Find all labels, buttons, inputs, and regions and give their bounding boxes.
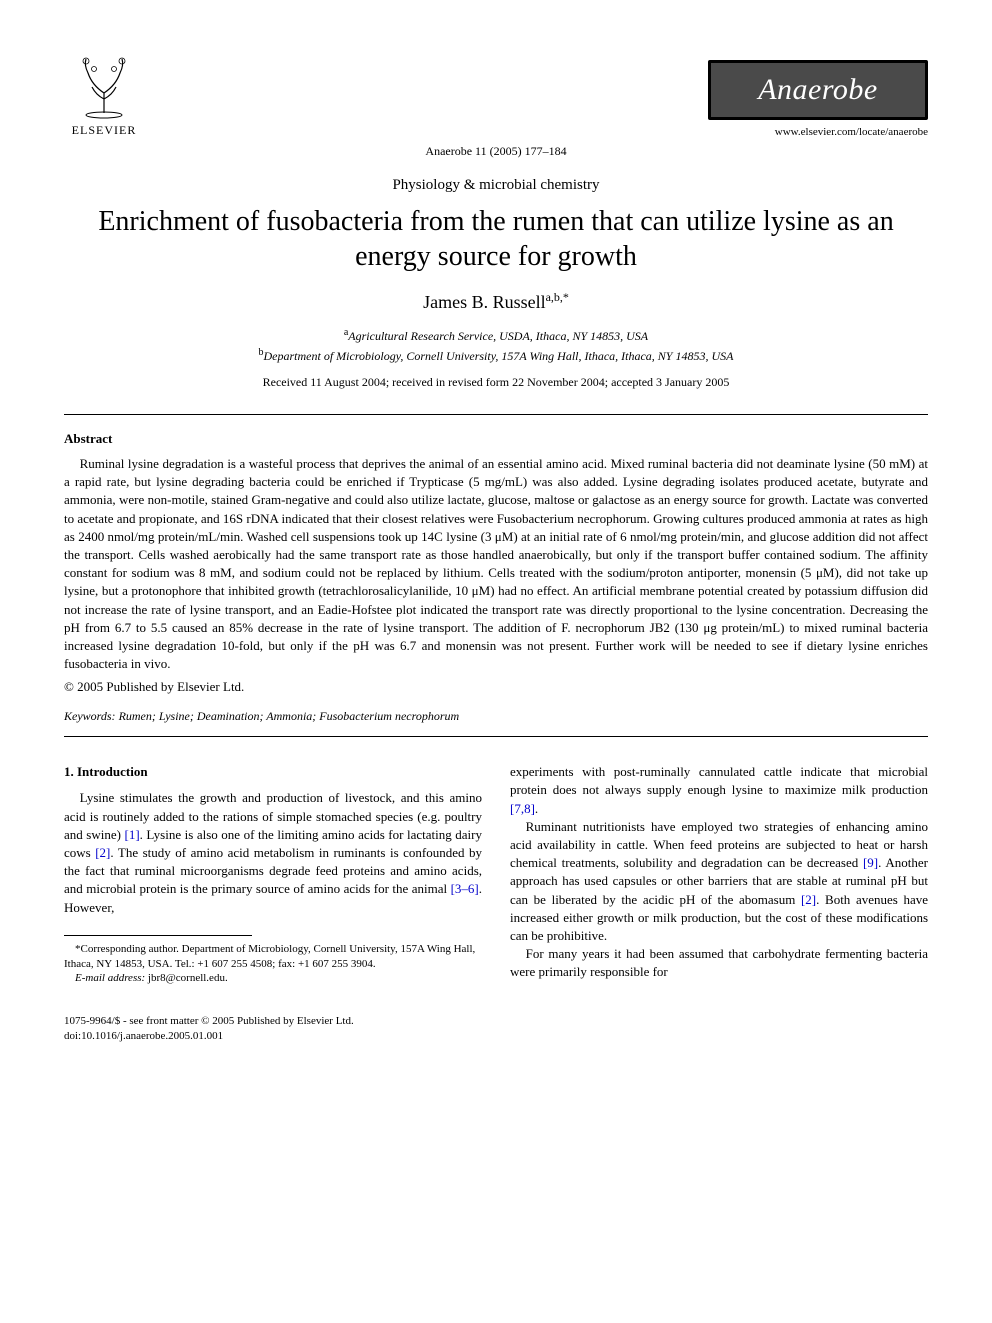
- ref-link-9[interactable]: [9]: [863, 855, 878, 870]
- publisher-name: ELSEVIER: [72, 123, 137, 138]
- keywords: Keywords: Rumen; Lysine; Deamination; Am…: [64, 709, 928, 724]
- affiliation-b: bDepartment of Microbiology, Cornell Uni…: [64, 345, 928, 365]
- ref-link-3-6[interactable]: [3–6]: [451, 881, 479, 896]
- page-footer: 1075-9964/$ - see front matter © 2005 Pu…: [64, 1014, 928, 1044]
- front-matter-line: 1075-9964/$ - see front matter © 2005 Pu…: [64, 1014, 928, 1029]
- affiliations: aAgricultural Research Service, USDA, It…: [64, 325, 928, 365]
- ref-link-2b[interactable]: [2]: [801, 892, 816, 907]
- article-dates: Received 11 August 2004; received in rev…: [64, 375, 928, 390]
- author-line: James B. Russella,b,*: [64, 290, 928, 313]
- header: ELSEVIER Anaerobe www.elsevier.com/locat…: [64, 48, 928, 138]
- ref-link-2[interactable]: [2]: [95, 845, 110, 860]
- citation: Anaerobe 11 (2005) 177–184: [64, 144, 928, 159]
- intro-para-1: Lysine stimulates the growth and product…: [64, 789, 482, 916]
- email-footnote: E-mail address: jbr8@cornell.edu.: [64, 971, 482, 986]
- intro-text: experiments with post-ruminally cannulat…: [510, 764, 928, 797]
- journal-logo-block: Anaerobe www.elsevier.com/locate/anaerob…: [708, 60, 928, 138]
- author-name: James B. Russell: [423, 292, 546, 312]
- body-columns: 1. Introduction Lysine stimulates the gr…: [64, 763, 928, 986]
- right-column: experiments with post-ruminally cannulat…: [510, 763, 928, 986]
- keywords-text: Rumen; Lysine; Deamination; Ammonia; Fus…: [116, 709, 460, 723]
- ref-link-1[interactable]: [1]: [124, 827, 139, 842]
- affil-text-b: Department of Microbiology, Cornell Univ…: [264, 349, 734, 363]
- section-label: Physiology & microbial chemistry: [64, 177, 928, 194]
- journal-url[interactable]: www.elsevier.com/locate/anaerobe: [775, 126, 928, 138]
- email-address[interactable]: jbr8@cornell.edu.: [145, 972, 228, 984]
- affiliation-a: aAgricultural Research Service, USDA, It…: [64, 325, 928, 345]
- intro-text: . The study of amino acid metabolism in …: [64, 845, 482, 896]
- author-affil-marks: a,b,*: [546, 290, 569, 304]
- intro-para-2: Ruminant nutritionists have employed two…: [510, 818, 928, 945]
- abstract-body: Ruminal lysine degradation is a wasteful…: [64, 455, 928, 673]
- intro-text: .: [535, 801, 538, 816]
- affil-text-a: Agricultural Research Service, USDA, Ith…: [348, 329, 648, 343]
- corresponding-footnote: *Corresponding author. Department of Mic…: [64, 942, 482, 972]
- intro-para-3: For many years it had been assumed that …: [510, 945, 928, 981]
- rule-top: [64, 414, 928, 415]
- email-label: E-mail address:: [75, 972, 145, 984]
- article-title: Enrichment of fusobacteria from the rume…: [64, 204, 928, 274]
- footnote-rule: [64, 935, 252, 936]
- elsevier-tree-icon: [74, 55, 134, 119]
- abstract-heading: Abstract: [64, 431, 928, 447]
- rule-bottom: [64, 736, 928, 737]
- abstract-copyright: © 2005 Published by Elsevier Ltd.: [64, 679, 928, 695]
- keywords-label: Keywords:: [64, 709, 116, 723]
- intro-para-1-cont: experiments with post-ruminally cannulat…: [510, 763, 928, 818]
- doi-line: doi:10.1016/j.anaerobe.2005.01.001: [64, 1029, 928, 1044]
- journal-logo: Anaerobe: [708, 60, 928, 120]
- publisher-logo: ELSEVIER: [64, 48, 144, 138]
- left-column: 1. Introduction Lysine stimulates the gr…: [64, 763, 482, 986]
- ref-link-7-8[interactable]: [7,8]: [510, 801, 535, 816]
- intro-heading: 1. Introduction: [64, 763, 482, 781]
